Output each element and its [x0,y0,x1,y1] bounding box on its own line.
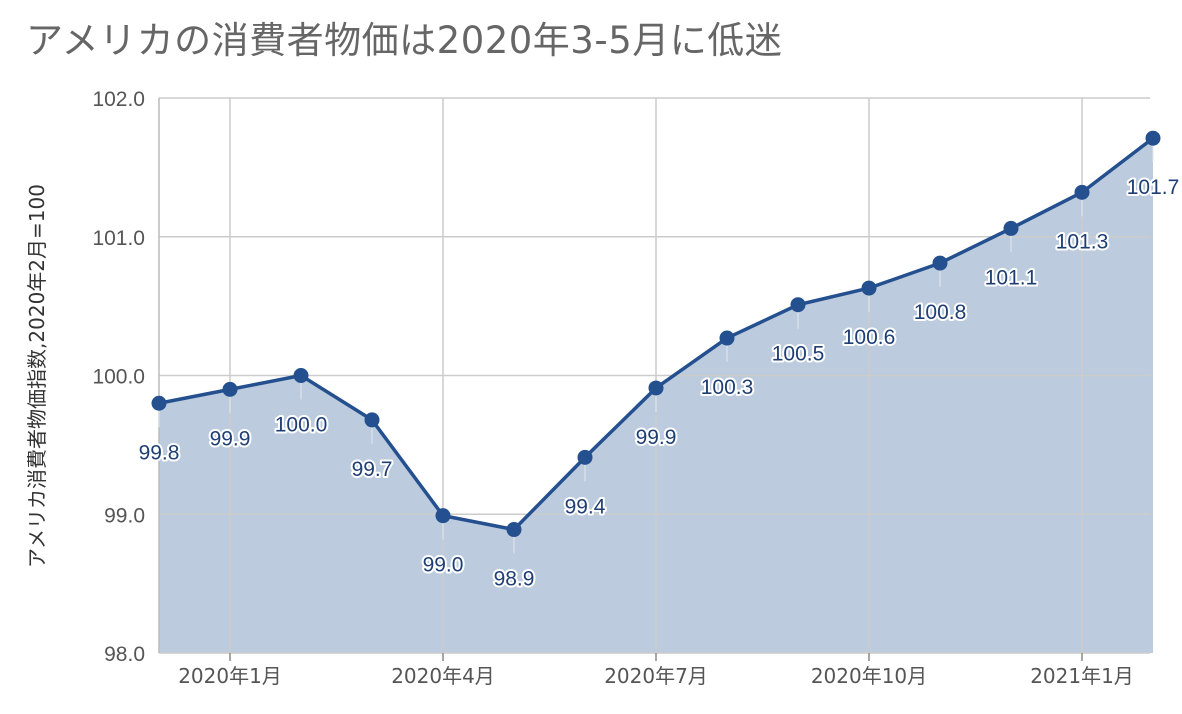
y-tick-label: 100.0 [92,366,145,389]
data-point [435,508,451,524]
y-tick-label: 102.0 [92,88,145,111]
data-point [364,412,380,428]
data-point [1074,184,1090,200]
x-tick-label: 2020年1月 [178,664,282,688]
y-tick-label: 101.0 [92,227,145,250]
data-label: 100.8 [914,301,967,324]
data-label: 100.3 [701,376,754,399]
data-point [932,255,948,271]
data-label: 101.1 [985,266,1038,289]
data-label: 100.5 [772,343,825,366]
data-point [222,381,238,397]
data-label: 101.7 [1127,176,1180,199]
y-tick-label: 99.0 [104,504,145,527]
data-label: 99.4 [565,495,606,518]
data-label: 99.9 [636,426,677,449]
y-tick-label: 98.0 [104,643,145,666]
x-tick-label: 2020年4月 [391,664,495,688]
data-point [1145,130,1161,146]
data-label: 99.9 [210,427,251,450]
data-point [861,280,877,296]
data-label: 100.0 [275,414,328,437]
x-tick-label: 2020年7月 [604,664,708,688]
x-tick-label: 2021年1月 [1030,664,1134,688]
data-point [293,368,309,383]
data-label: 98.9 [494,568,535,591]
data-point [790,297,806,313]
data-point [648,380,664,396]
data-point [1003,220,1019,236]
data-label: 100.6 [843,326,896,349]
data-point [719,330,735,346]
data-point [577,449,593,465]
data-label: 101.3 [1056,230,1109,253]
data-point [151,395,167,411]
data-label: 99.8 [139,441,180,464]
data-point [506,522,522,538]
x-tick-label: 2020年10月 [811,664,927,688]
y-axis-label: アメリカ消費者物価指数,2020年2月=100 [25,184,49,568]
data-label: 99.7 [352,458,393,481]
chart-title: アメリカの消費者物価は2020年3-5月に低迷 [26,19,783,62]
data-label: 99.0 [423,554,464,577]
